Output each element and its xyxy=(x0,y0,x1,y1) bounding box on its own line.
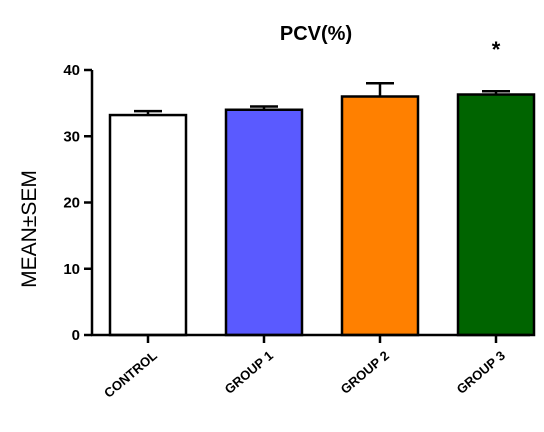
y-tick-label: 40 xyxy=(63,62,80,79)
bar-group-3 xyxy=(456,93,536,337)
bar-group-2 xyxy=(340,95,420,337)
y-tick-label: 10 xyxy=(63,261,80,278)
x-tick-label: GROUP 1 xyxy=(222,348,276,397)
x-tick-label: CONTROL xyxy=(101,348,160,401)
y-tick-label: 30 xyxy=(63,128,80,145)
plot-area: * 0 10 20 30 40 CONTROL GROUP 1 GROUP 2 GROUP 3 xyxy=(63,37,536,401)
y-tick-label: 0 xyxy=(72,327,80,344)
x-tick-label: GROUP 3 xyxy=(454,348,508,397)
significance-marker: * xyxy=(492,37,501,62)
y-axis-label: MEAN±SEM xyxy=(18,170,41,288)
bar-control xyxy=(108,113,188,337)
y-tick-label: 20 xyxy=(63,195,80,212)
chart-title: PCV(%) xyxy=(280,23,352,45)
bar-group-1 xyxy=(224,108,304,337)
x-tick-label: GROUP 2 xyxy=(338,348,392,397)
